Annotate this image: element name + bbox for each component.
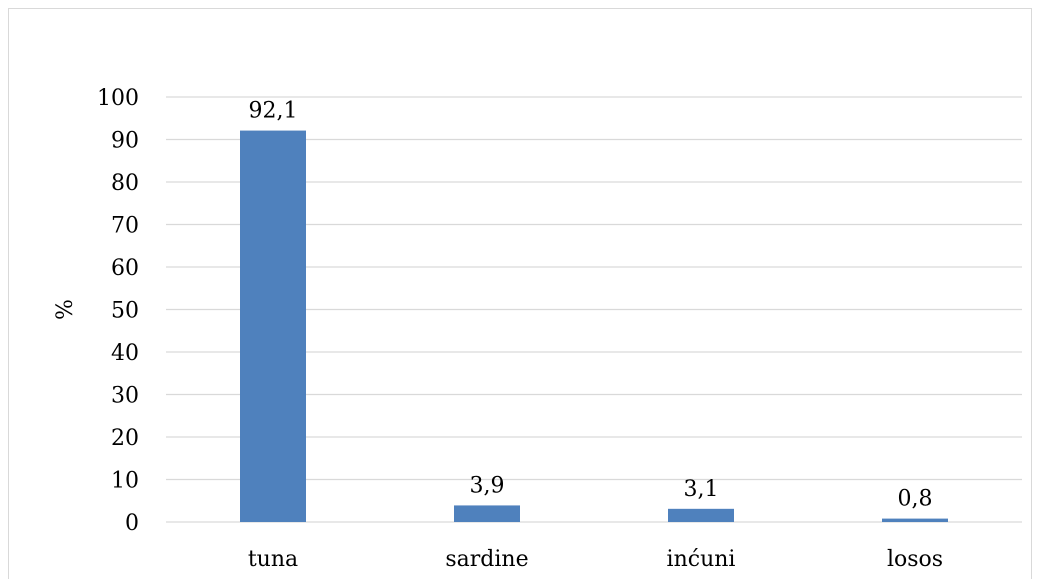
y-tick-label: 10 [111,469,139,494]
bar-tuna [240,130,306,522]
gridlines [166,96,1022,523]
data-label: 0,8 [898,487,933,512]
y-tick-label: 70 [111,214,139,239]
data-label: 3,1 [684,477,719,502]
data-label: 92,1 [249,99,298,124]
x-category-label: losos [887,547,943,572]
data-label: 3,9 [470,473,505,498]
bars [240,130,948,522]
y-tick-label: 0 [125,511,139,536]
y-axis-title: % [53,299,78,320]
bar-losos [882,518,948,522]
x-category-label: inćuni [667,547,736,572]
y-tick-label: 60 [111,256,139,281]
y-tick-label: 80 [111,171,139,196]
y-tick-label: 50 [111,299,139,324]
data-labels: 92,1 3,9 3,1 0,8 [249,99,933,512]
x-category-label: sardine [445,547,528,572]
y-tick-label: 30 [111,384,139,409]
x-category-label: tuna [248,547,298,572]
y-tick-label: 90 [111,129,139,154]
y-tick-label: 20 [111,426,139,451]
y-tick-label: 40 [111,341,139,366]
bar-sardine [454,505,520,522]
y-tick-label: 100 [97,86,139,111]
bar-inćuni [668,508,734,522]
x-axis-categories: tuna sardine inćuni losos [248,547,943,572]
y-axis-ticks: 0 10 20 30 40 50 60 70 80 90 100 [97,86,139,536]
chart-frame [8,8,1032,579]
